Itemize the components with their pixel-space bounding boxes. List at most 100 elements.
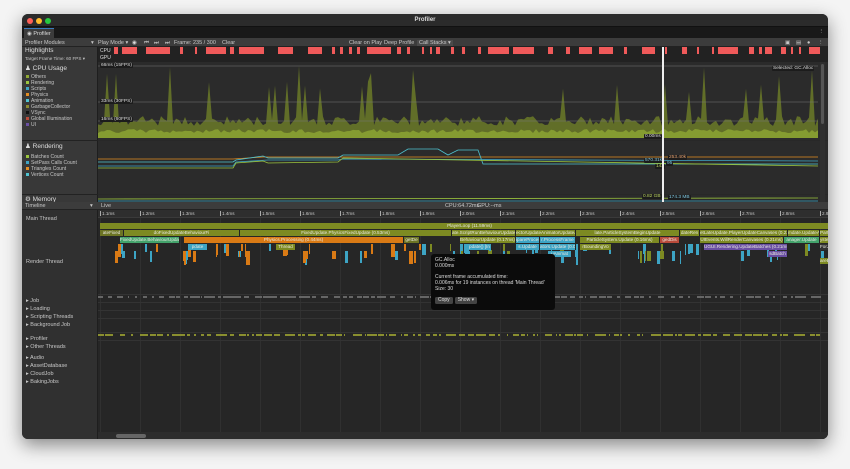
highlight-frame-bar[interactable]	[759, 47, 762, 54]
sample-block[interactable]	[424, 296, 430, 298]
sample-block[interactable]	[273, 296, 278, 298]
sample-block[interactable]	[260, 296, 262, 298]
highlight-frame-bar[interactable]	[749, 47, 754, 54]
sample-block[interactable]	[713, 334, 716, 336]
sample-block[interactable]	[797, 296, 803, 298]
sample-block[interactable]	[119, 296, 124, 298]
highlight-frame-bar[interactable]	[366, 47, 392, 54]
thread-group[interactable]: ▸ BakingJobs	[26, 379, 59, 385]
sample-block[interactable]: ForJobGroupID (0.2	[820, 244, 828, 250]
sample-block[interactable]	[302, 334, 306, 336]
sample-block[interactable]	[660, 244, 664, 252]
close-button[interactable]	[27, 18, 33, 24]
highlight-frame-bar[interactable]	[799, 47, 802, 54]
sample-block[interactable]	[620, 334, 623, 336]
cpu-usage-module-title[interactable]: ♟ CPU Usage	[25, 65, 67, 72]
sample-block[interactable]	[507, 334, 509, 336]
timeline-horizontal-scrollbar[interactable]	[98, 432, 828, 439]
sample-block[interactable]	[299, 296, 303, 298]
highlight-frame-bar[interactable]	[429, 47, 433, 54]
sample-block[interactable]	[564, 334, 572, 336]
sample-block[interactable]	[796, 334, 802, 336]
highlight-frame-bar[interactable]	[114, 47, 118, 54]
sample-block[interactable]	[536, 334, 538, 336]
rendering-legend-item[interactable]: Batches Count	[26, 154, 64, 160]
sample-block[interactable]	[244, 244, 247, 257]
sample-block[interactable]	[415, 296, 417, 298]
sample-block[interactable]	[366, 334, 371, 336]
sample-block[interactable]	[360, 334, 363, 336]
sample-block[interactable]	[679, 296, 683, 298]
sample-block[interactable]: etLateUpdate.PlayerUpdateCanvases (0.22m…	[700, 230, 788, 236]
thread-group[interactable]: ▸ Profiler	[26, 336, 48, 342]
sample-block[interactable]	[578, 296, 583, 298]
sample-block[interactable]	[262, 296, 270, 298]
previous-frame-icon[interactable]: ⏮	[144, 39, 149, 46]
sample-block[interactable]	[183, 251, 188, 261]
sample-block[interactable]	[244, 296, 247, 298]
sample-block[interactable]	[187, 244, 191, 257]
sample-block[interactable]	[773, 296, 775, 298]
sample-block[interactable]	[215, 244, 218, 258]
sample-block[interactable]	[705, 296, 712, 298]
sample-block[interactable]	[413, 251, 416, 264]
copy-button[interactable]: Copy	[435, 297, 453, 304]
sample-block[interactable]	[342, 296, 348, 298]
sample-block[interactable]: pdate	[188, 244, 208, 250]
highlight-frame-bar[interactable]	[681, 47, 687, 54]
sample-block[interactable]	[229, 334, 235, 336]
sample-block[interactable]	[100, 334, 102, 336]
sample-block[interactable]	[110, 334, 113, 336]
sample-block[interactable]	[544, 334, 552, 336]
sample-block[interactable]	[223, 244, 227, 253]
sample-block[interactable]	[563, 296, 567, 298]
sample-block[interactable]	[174, 334, 180, 336]
sample-block[interactable]	[189, 296, 194, 298]
sample-block[interactable]	[709, 296, 712, 298]
sample-block[interactable]	[445, 334, 452, 336]
sample-block[interactable]	[229, 296, 236, 298]
sample-block[interactable]	[166, 334, 169, 336]
sample-block[interactable]	[502, 244, 505, 251]
sample-block[interactable]	[678, 334, 682, 336]
sample-block[interactable]	[225, 244, 230, 256]
sample-block[interactable]	[343, 334, 346, 336]
sample-block[interactable]	[155, 244, 159, 253]
sample-block[interactable]	[381, 296, 387, 298]
sample-block[interactable]	[364, 334, 367, 336]
highlight-frame-bar[interactable]	[711, 47, 715, 54]
sample-block[interactable]	[624, 296, 632, 298]
memory-module-title[interactable]: ⚙ Memory	[25, 196, 57, 203]
sample-block[interactable]	[491, 334, 495, 336]
sample-block[interactable]	[220, 334, 228, 336]
sample-block[interactable]	[363, 296, 369, 298]
help-icon[interactable]: ●	[807, 39, 811, 46]
sample-block[interactable]	[459, 334, 466, 336]
sample-block[interactable]	[417, 334, 421, 336]
sample-block[interactable]	[311, 296, 317, 298]
zoom-button[interactable]	[45, 18, 51, 24]
thread-group[interactable]: ▸ Audio	[26, 355, 45, 361]
cpu-legend-item[interactable]: Global Illumination	[26, 116, 72, 122]
highlight-frame-bar[interactable]	[765, 47, 772, 54]
sample-block[interactable]	[608, 334, 610, 336]
sample-block[interactable]	[771, 334, 778, 336]
sample-block[interactable]	[702, 334, 705, 336]
sample-block[interactable]	[616, 296, 620, 298]
sample-block[interactable]	[646, 251, 651, 262]
sample-block[interactable]	[142, 334, 147, 336]
sample-block[interactable]	[258, 334, 262, 336]
highlight-frame-bar[interactable]	[339, 47, 343, 54]
sample-block[interactable]	[736, 334, 743, 336]
sample-block[interactable]	[697, 334, 701, 336]
sample-block[interactable]	[785, 334, 788, 336]
sample-block[interactable]	[614, 334, 619, 336]
sample-block[interactable]	[403, 334, 408, 336]
sample-block[interactable]	[150, 334, 157, 336]
highlight-frame-bar[interactable]	[421, 47, 425, 54]
highlight-frame-bar[interactable]	[717, 47, 738, 54]
sample-block[interactable]	[404, 244, 406, 251]
sample-block[interactable]	[266, 334, 272, 336]
sample-block[interactable]	[752, 334, 759, 336]
highlight-frame-bar[interactable]	[194, 47, 198, 54]
